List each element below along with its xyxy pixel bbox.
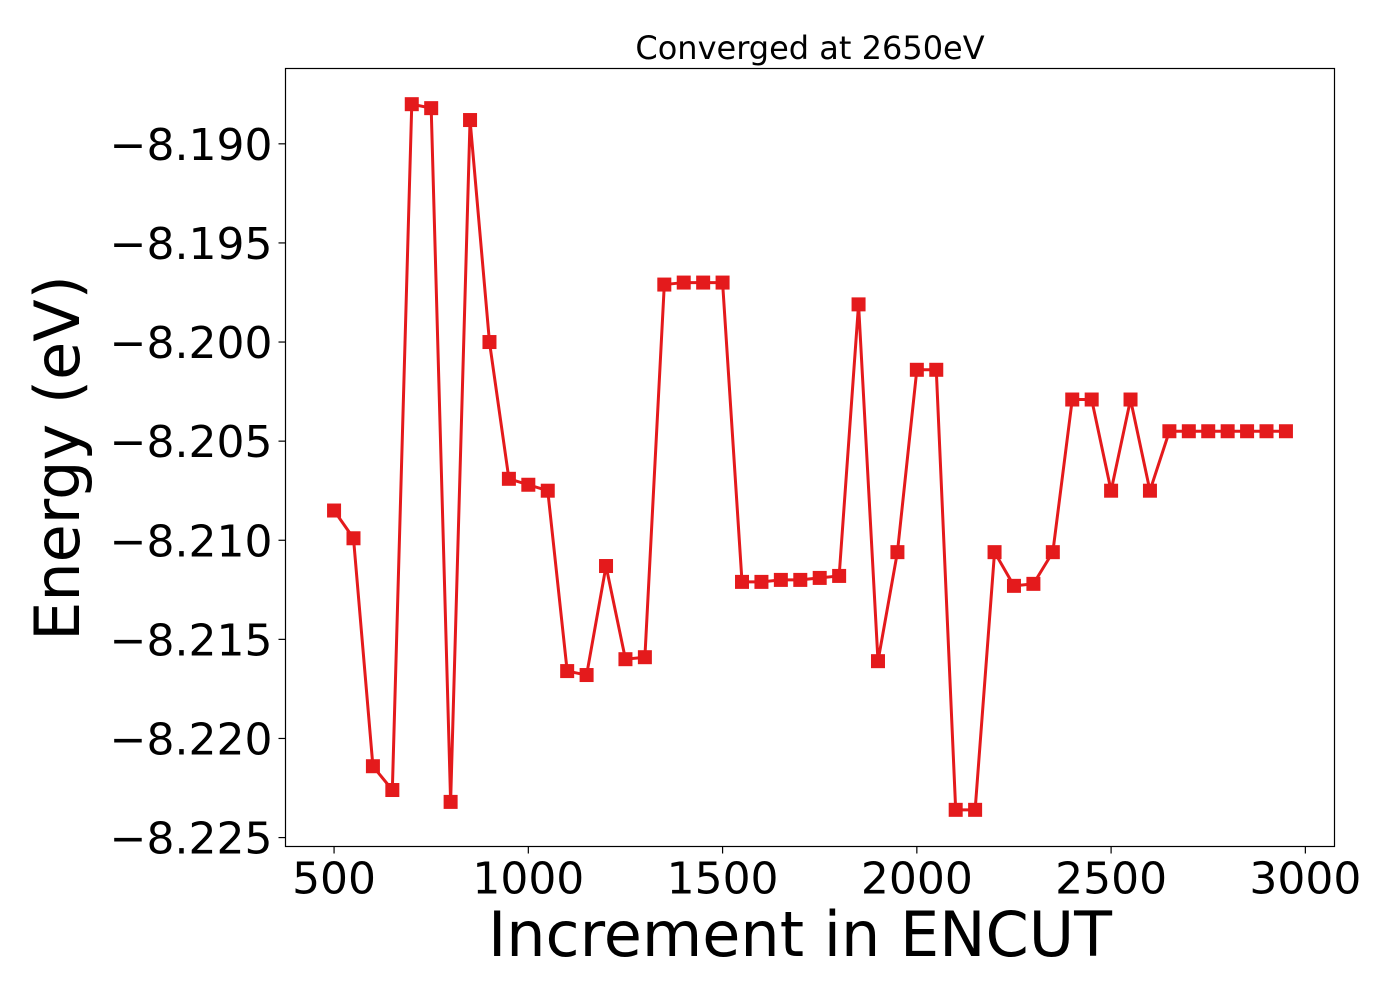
- data-point-marker: [715, 275, 730, 290]
- y-tick-label: −8.205: [110, 417, 273, 468]
- data-point-marker: [618, 652, 633, 667]
- data-point-marker: [1084, 392, 1099, 407]
- data-point-marker: [909, 362, 924, 377]
- data-point-marker: [1240, 424, 1255, 439]
- data-point-marker: [560, 664, 575, 679]
- chart-title: Converged at 2650eV: [635, 29, 984, 67]
- data-point-marker: [1278, 424, 1293, 439]
- data-point-marker: [327, 503, 342, 518]
- plot-area: [327, 97, 1293, 817]
- y-tick-label: −8.190: [110, 120, 273, 171]
- axis-ticks: 500 1000 1500 2000 2500 3000 −8.190 −8.195 −8.20…: [110, 120, 1362, 905]
- data-point-marker: [1045, 545, 1060, 560]
- data-point-marker: [1220, 424, 1235, 439]
- data-point-marker: [676, 275, 691, 290]
- data-point-marker: [832, 568, 847, 583]
- data-point-marker: [482, 335, 497, 350]
- data-point-marker: [1006, 578, 1021, 593]
- data-point-marker: [1065, 392, 1080, 407]
- data-point-marker: [463, 113, 478, 128]
- data-point-marker: [1201, 424, 1216, 439]
- y-tick-label: −8.195: [110, 219, 273, 270]
- data-point-marker: [793, 572, 808, 587]
- data-point-marker: [812, 570, 827, 585]
- x-tick-label: 2000: [861, 854, 973, 905]
- data-point-marker: [735, 574, 750, 589]
- x-tick-label: 1000: [472, 854, 584, 905]
- series-line: [332, 102, 1286, 812]
- x-tick-label: 3000: [1249, 854, 1361, 905]
- data-point-marker: [870, 654, 885, 669]
- x-tick-label: 500: [292, 854, 376, 905]
- data-point-marker: [365, 759, 380, 774]
- data-point-marker: [851, 297, 866, 312]
- data-point-marker: [346, 531, 361, 546]
- y-tick-label: −8.220: [110, 714, 273, 765]
- data-point-marker: [968, 802, 983, 817]
- x-tick-label: 1500: [667, 854, 779, 905]
- data-point-marker: [404, 97, 419, 112]
- y-tick-label: −8.200: [110, 318, 273, 369]
- x-tick-label: 2500: [1055, 854, 1167, 905]
- y-tick-label: −8.215: [110, 615, 273, 666]
- plot-frame: [284, 67, 1336, 848]
- y-axis-label: Energy (eV): [21, 275, 94, 641]
- data-point-marker: [1142, 483, 1157, 498]
- data-point-marker: [890, 545, 905, 560]
- data-point-marker: [599, 559, 614, 574]
- data-point-marker: [443, 794, 458, 809]
- data-point-marker: [579, 668, 594, 683]
- data-point-marker: [948, 802, 963, 817]
- data-point-marker: [696, 275, 711, 290]
- data-point-marker: [1123, 392, 1138, 407]
- data-point-marker: [1259, 424, 1274, 439]
- data-point-marker: [501, 471, 516, 486]
- data-point-marker: [385, 783, 400, 798]
- data-point-marker: [754, 574, 769, 589]
- x-axis-label: Increment in ENCUT: [488, 898, 1113, 971]
- data-point-marker: [1181, 424, 1196, 439]
- data-point-marker: [637, 650, 652, 665]
- data-point-marker: [540, 483, 555, 498]
- y-tick-label: −8.210: [110, 516, 273, 567]
- data-point-marker: [657, 277, 672, 292]
- data-point-marker: [1104, 483, 1119, 498]
- data-point-marker: [521, 477, 536, 492]
- y-tick-label: −8.225: [110, 814, 273, 865]
- data-point-marker: [424, 101, 439, 116]
- data-point-marker: [1026, 576, 1041, 591]
- data-point-marker: [987, 545, 1002, 560]
- data-point-marker: [773, 572, 788, 587]
- data-point-marker: [929, 362, 944, 377]
- data-point-marker: [1162, 424, 1177, 439]
